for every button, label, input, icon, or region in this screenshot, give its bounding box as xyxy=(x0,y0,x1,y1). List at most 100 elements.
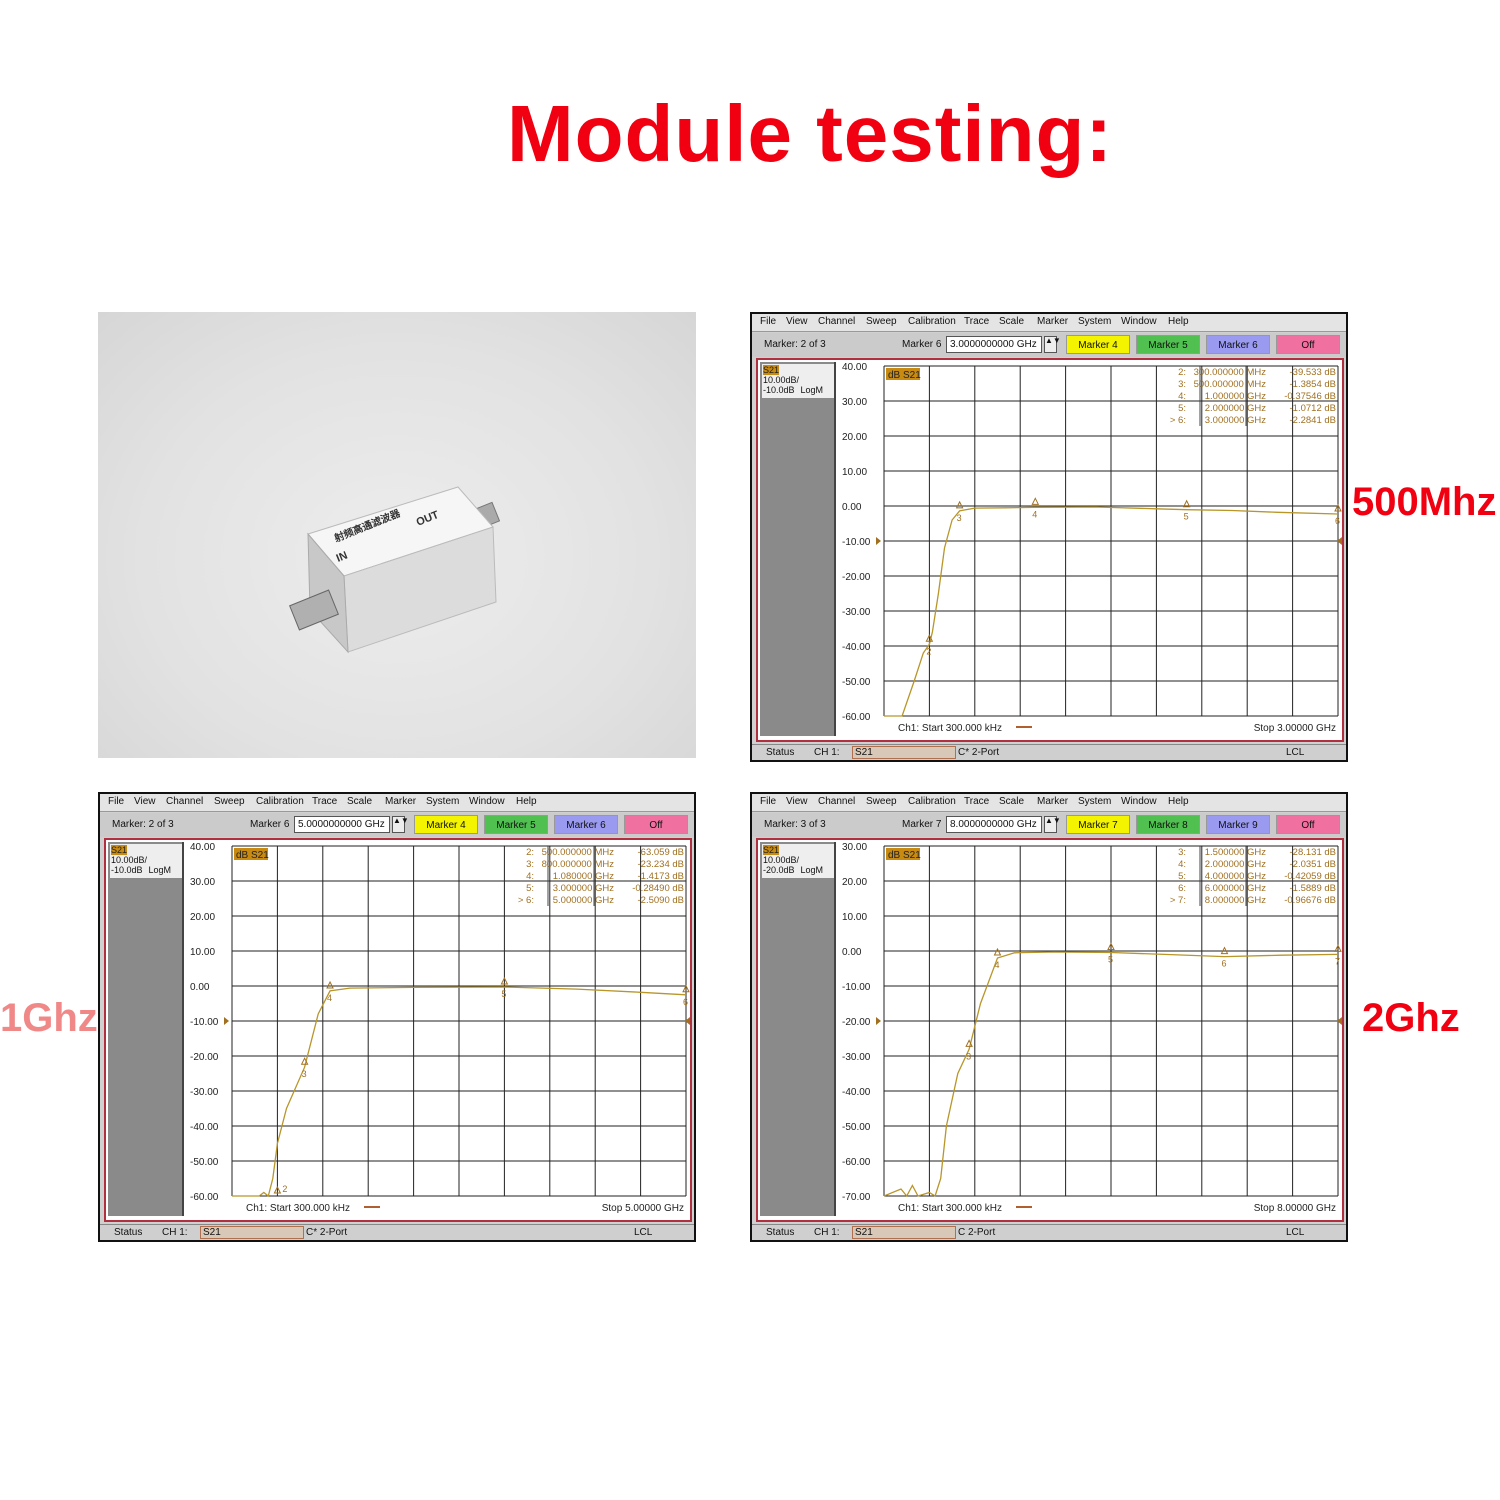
menu-item-view[interactable]: View xyxy=(134,796,156,807)
menu-item-window[interactable]: Window xyxy=(1121,796,1157,807)
marker-button-off[interactable]: Off xyxy=(624,815,688,834)
menu-bar: File View Channel Sweep Calibration Trace Scal… xyxy=(752,794,1346,812)
marker-readout-value: -2.0351 dB xyxy=(1290,859,1336,870)
cal-status: C* 2-Port xyxy=(958,747,1000,758)
label-1ghz: 1Ghz xyxy=(0,996,98,1040)
menu-item-window[interactable]: Window xyxy=(469,796,505,807)
marker-triangle xyxy=(1334,944,1342,952)
marker-triangle xyxy=(300,1057,309,1065)
s21-trace xyxy=(232,986,687,1198)
marker-value-spinner[interactable]: ▲▼ xyxy=(392,816,409,833)
marker-readout-freq: 2.000000 GHz xyxy=(1205,403,1267,414)
measurement-param: S21 xyxy=(200,1226,304,1239)
marker-value-input[interactable]: 8.0000000000 GHz xyxy=(946,816,1042,833)
marker-button-marker-5[interactable]: Marker 5 xyxy=(484,815,548,834)
menu-item-marker[interactable]: Marker xyxy=(1037,316,1069,327)
chart-frame: S21 10.00dB/-10.0dB LogM 40.00 30.00 20.00 10.… xyxy=(756,358,1344,742)
menu-item-window[interactable]: Window xyxy=(1121,316,1157,327)
trace-info[interactable]: S21 10.00dB/-10.0dB LogM xyxy=(110,844,182,878)
marker-button-marker-6[interactable]: Marker 6 xyxy=(554,815,618,834)
menu-item-help[interactable]: Help xyxy=(516,796,537,807)
status-label: Status xyxy=(766,747,795,758)
menu-item-scale[interactable]: Scale xyxy=(347,796,373,807)
menu-item-sweep[interactable]: Sweep xyxy=(866,316,897,327)
y-tick-label: -10.00 xyxy=(842,982,871,993)
input-connector xyxy=(289,589,339,631)
trace-format: LogM xyxy=(800,385,824,395)
marker-number: 5 xyxy=(1108,954,1113,964)
marker-count: Marker: 2 of 3 xyxy=(112,819,174,830)
marker-number: 7 xyxy=(1335,956,1340,966)
menu-item-channel[interactable]: Channel xyxy=(166,796,204,807)
s21-chart: 40.00 30.00 20.00 10.00 0.00 -10.00 -20.00 -30.… xyxy=(190,842,690,1214)
marker-value-input[interactable]: 5.0000000000 GHz xyxy=(294,816,390,833)
sweep-start: Ch1: Start 300.000 kHz xyxy=(246,1203,350,1214)
marker-readout-index: 3: xyxy=(526,859,534,870)
status-bar: Status CH 1: S21 C* 2-Port LCL xyxy=(100,1224,694,1240)
marker-number: 3 xyxy=(957,513,962,523)
marker-readout-freq: 1.000000 GHz xyxy=(1205,391,1267,402)
y-tick-label: -20.00 xyxy=(842,1017,871,1028)
trace-info[interactable]: S21 10.00dB/-10.0dB LogM xyxy=(762,364,834,398)
marker-button-off[interactable]: Off xyxy=(1276,815,1340,834)
menu-item-sweep[interactable]: Sweep xyxy=(866,796,897,807)
menu-item-trace[interactable]: Trace xyxy=(312,796,338,807)
menu-item-calibration[interactable]: Calibration xyxy=(908,796,956,807)
y-tick-label: -50.00 xyxy=(842,1122,871,1133)
trace-tag-bg xyxy=(234,848,268,860)
active-marker-label: Marker 7 xyxy=(902,819,942,830)
marker-triangle xyxy=(925,634,934,642)
menu-item-file[interactable]: File xyxy=(760,316,777,327)
marker-button-marker-4[interactable]: Marker 4 xyxy=(414,815,478,834)
menu-item-help[interactable]: Help xyxy=(1168,316,1189,327)
menu-item-calibration[interactable]: Calibration xyxy=(256,796,304,807)
trace-tag-bg xyxy=(886,848,920,860)
menu-item-system[interactable]: System xyxy=(1078,796,1112,807)
marker-button-marker-7[interactable]: Marker 7 xyxy=(1066,815,1130,834)
marker-value-spinner[interactable]: ▲▼ xyxy=(1044,816,1061,833)
trace-tag: dB S21 xyxy=(888,850,921,861)
menu-item-marker[interactable]: Marker xyxy=(1037,796,1069,807)
menu-item-sweep[interactable]: Sweep xyxy=(214,796,245,807)
menu-item-channel[interactable]: Channel xyxy=(818,796,856,807)
marker-button-marker-9[interactable]: Marker 9 xyxy=(1206,815,1270,834)
trace-scale: 10.00dB/ xyxy=(111,855,148,865)
menu-item-file[interactable]: File xyxy=(108,796,125,807)
menu-item-view[interactable]: View xyxy=(786,796,808,807)
menu-item-scale[interactable]: Scale xyxy=(999,796,1025,807)
trace-param: S21 xyxy=(763,365,780,375)
marker-count: Marker: 3 of 3 xyxy=(764,819,826,830)
marker-value-input[interactable]: 3.0000000000 GHz xyxy=(946,336,1042,353)
menu-item-file[interactable]: File xyxy=(760,796,777,807)
marker-readout-value: -0.96676 dB xyxy=(1284,895,1336,906)
sweep-start: Ch1: Start 300.000 kHz xyxy=(898,1203,1002,1214)
marker-number: 4 xyxy=(327,993,332,1003)
marker-readout-value: -2.2841 dB xyxy=(1290,415,1336,426)
menu-item-view[interactable]: View xyxy=(786,316,808,327)
menu-item-trace[interactable]: Trace xyxy=(964,316,990,327)
marker-value-spinner[interactable]: ▲▼ xyxy=(1044,336,1061,353)
marker-readout-index: 3: xyxy=(1178,379,1186,390)
marker-button-marker-6[interactable]: Marker 6 xyxy=(1206,335,1270,354)
menu-item-help[interactable]: Help xyxy=(1168,796,1189,807)
trace-ref: -10.0dB xyxy=(111,865,143,875)
menu-item-system[interactable]: System xyxy=(1078,316,1112,327)
menu-item-system[interactable]: System xyxy=(426,796,460,807)
y-tick-label: 0.00 xyxy=(190,982,210,993)
trace-format: LogM xyxy=(800,865,824,875)
marker-button-off[interactable]: Off xyxy=(1276,335,1340,354)
marker-number: 2 xyxy=(282,1184,287,1194)
marker-button-marker-8[interactable]: Marker 8 xyxy=(1136,815,1200,834)
marker-button-marker-4[interactable]: Marker 4 xyxy=(1066,335,1130,354)
menu-item-scale[interactable]: Scale xyxy=(999,316,1025,327)
ref-level-arrow-right xyxy=(1337,537,1342,545)
menu-item-trace[interactable]: Trace xyxy=(964,796,990,807)
y-tick-label: -60.00 xyxy=(190,1192,219,1203)
trace-info[interactable]: S21 10.00dB/-20.0dB LogM xyxy=(762,844,834,878)
marker-button-marker-5[interactable]: Marker 5 xyxy=(1136,335,1200,354)
y-tick-label: -20.00 xyxy=(842,572,871,583)
menu-item-marker[interactable]: Marker xyxy=(385,796,417,807)
marker-readout-freq: 800.000000 MHz xyxy=(542,859,615,870)
menu-item-calibration[interactable]: Calibration xyxy=(908,316,956,327)
menu-item-channel[interactable]: Channel xyxy=(818,316,856,327)
